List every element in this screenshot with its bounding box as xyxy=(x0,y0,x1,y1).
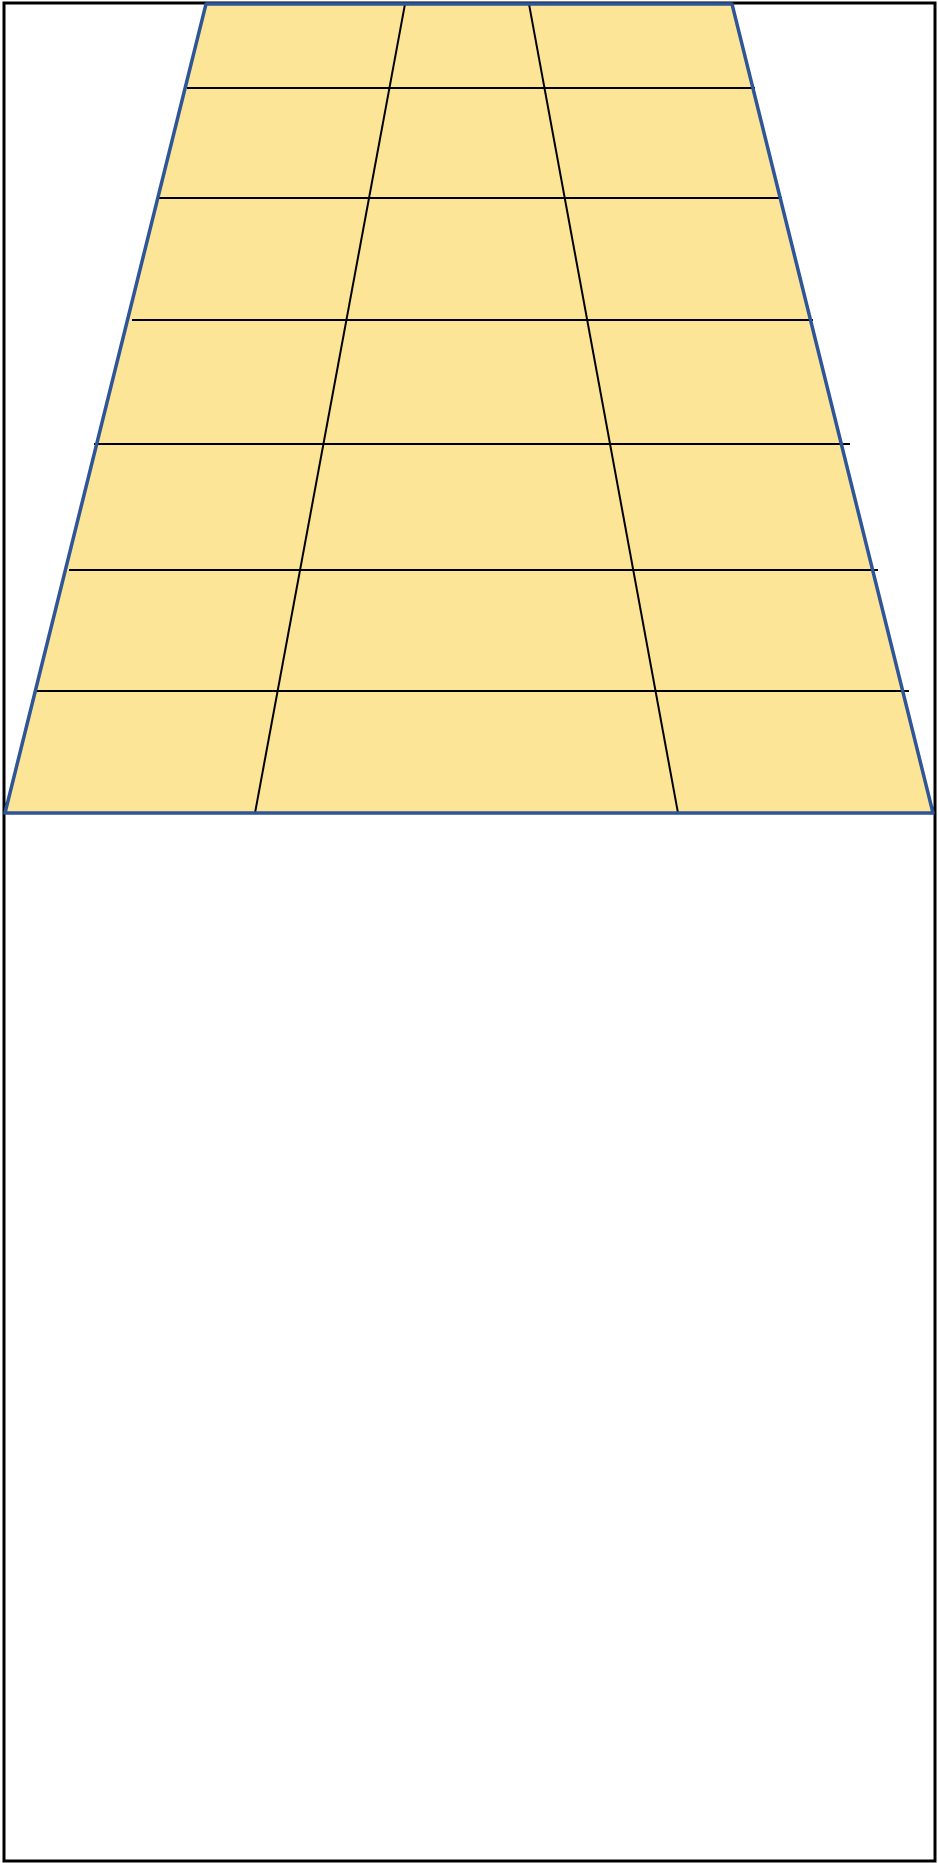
column-divider-2 xyxy=(528,3,679,814)
trapezoid-outline xyxy=(3,2,935,815)
grid-lines xyxy=(37,3,909,814)
trapezoid-floor xyxy=(5,4,933,813)
column-divider-1 xyxy=(254,3,406,814)
